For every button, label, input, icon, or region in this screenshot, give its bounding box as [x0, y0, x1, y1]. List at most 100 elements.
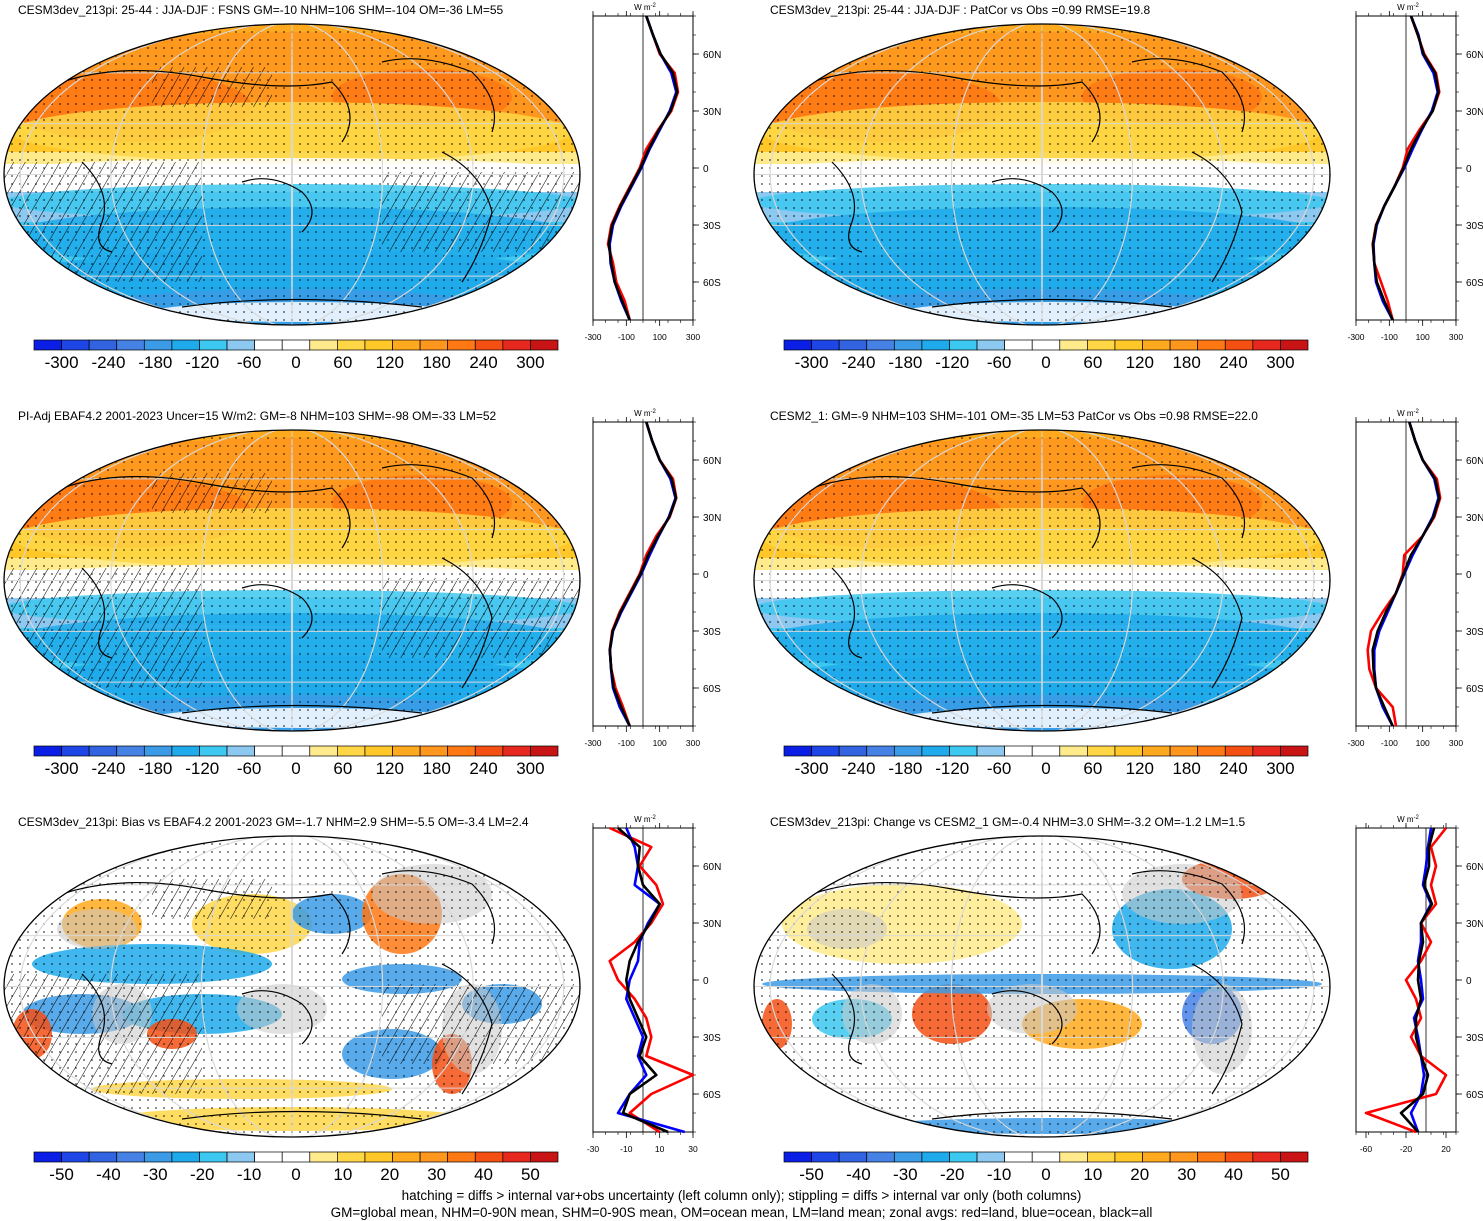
colorbar-swatch [976, 339, 1005, 351]
zonal-xtick-label: 300 [686, 332, 700, 342]
colorbar-label: -120 [185, 759, 219, 778]
colorbar-swatch [337, 745, 366, 757]
colorbar-swatch [1114, 745, 1143, 757]
zonal-xtick-label: 10 [655, 1144, 665, 1154]
colorbar-swatch [783, 339, 812, 351]
colorbar-label: -180 [888, 759, 922, 778]
colorbar-swatch [1197, 745, 1226, 757]
colorbar-label: 50 [521, 1165, 540, 1184]
colorbar-swatch [116, 745, 145, 757]
zonal-ytick-label: 0 [1466, 164, 1472, 175]
zonal-unit-label: W m-2 [1397, 409, 1419, 418]
colorbar-swatch [1280, 339, 1309, 351]
panel-p2: CESM3dev_213pi: 25-44 : JJA-DJF : PatCor… [748, 0, 1483, 400]
zonal-series-all [608, 421, 678, 727]
zonal-xtick-label: 300 [1449, 332, 1463, 342]
colorbar-swatch [1114, 1151, 1143, 1163]
zonal-ytick-label: 60N [703, 456, 721, 467]
colorbar-swatch [281, 745, 311, 757]
colorbar-swatch [1114, 339, 1143, 351]
map-plot [753, 835, 1331, 1138]
colorbar-swatch [364, 1151, 393, 1163]
colorbar-swatch [530, 339, 559, 351]
footer-line-2: GM=global mean, NHM=0-90N mean, SHM=0-90… [330, 1205, 1153, 1220]
colorbar-swatch [392, 745, 421, 757]
colorbar-label: -120 [935, 353, 969, 372]
zonal-ytick-label: 60S [703, 684, 721, 695]
zonal-series-land [608, 826, 695, 1134]
colorbar-swatch [838, 339, 868, 351]
colorbar-swatch [811, 745, 840, 757]
colorbar-container: -300 -240 -180 -120 -60 0 60 120 180 240 300 [2, 744, 562, 784]
map-container [752, 834, 1332, 1139]
colorbar-label: 240 [1219, 353, 1247, 372]
zonal-unit-label: W m-2 [1397, 3, 1419, 12]
colorbar-swatch [474, 1151, 504, 1163]
map-plot [3, 835, 581, 1138]
colorbar-swatch [1004, 339, 1033, 351]
colorbar-swatch [199, 1151, 228, 1163]
zonal-xtick-label: 300 [686, 738, 700, 748]
colorbar-swatch [866, 745, 895, 757]
map-container [752, 22, 1332, 327]
colorbar-swatch [254, 1151, 283, 1163]
zonal-xtick-label: 20 [1441, 1144, 1451, 1154]
colorbar-swatch [1169, 1151, 1199, 1163]
colorbar-label: 40 [1224, 1165, 1243, 1184]
colorbar-label: 30 [427, 1165, 446, 1184]
zonal-xtick-label: -300 [1347, 332, 1364, 342]
panel-title: CESM3dev_213pi: 25-44 : JJA-DJF : PatCor… [770, 3, 1151, 17]
colorbar-container: -300 -240 -180 -120 -60 0 60 120 180 240 300 [752, 338, 1312, 378]
colorbar-label: 50 [1271, 1165, 1290, 1184]
panel-title: CESM3dev_213pi: Bias vs EBAF4.2 2001-202… [18, 815, 529, 829]
colorbar-swatch [921, 339, 950, 351]
zonal-ytick-label: 30N [1466, 513, 1483, 524]
colorbar-swatch [838, 1151, 868, 1163]
zonal-xtick-label: 100 [653, 332, 667, 342]
colorbar-label: -60 [237, 353, 262, 372]
colorbar: -50 -40 -30 -20 -10 0 10 20 30 40 50 [33, 1151, 559, 1184]
colorbar-swatch [1252, 1151, 1281, 1163]
colorbar-swatch [33, 1151, 62, 1163]
colorbar-swatch [61, 1151, 90, 1163]
colorbar-swatch [949, 745, 978, 757]
colorbar-swatch [226, 1151, 255, 1163]
colorbar-label: 120 [376, 759, 404, 778]
colorbar-label: -30 [893, 1165, 918, 1184]
zonal-xtick-label: -100 [618, 738, 635, 748]
colorbar-label: 0 [1041, 759, 1050, 778]
colorbar-swatch [474, 339, 504, 351]
colorbar-swatch [419, 745, 449, 757]
colorbar-label: -10 [987, 1165, 1012, 1184]
zonal-xtick-label: 100 [653, 738, 667, 748]
zonal-ytick-label: 30S [1466, 1033, 1483, 1044]
colorbar-swatch [1059, 1151, 1088, 1163]
colorbar: -300 -240 -180 -120 -60 0 60 120 180 240 300 [783, 745, 1309, 778]
colorbar-label: 0 [291, 1165, 300, 1184]
zonal-ytick-label: 30N [703, 919, 721, 930]
colorbar-swatch [1280, 1151, 1309, 1163]
colorbar-label: 120 [1126, 353, 1154, 372]
colorbar-swatch [530, 745, 559, 757]
colorbar-label: -40 [96, 1165, 121, 1184]
colorbar-swatch [143, 745, 173, 757]
zonal-ytick-label: 60S [1466, 278, 1483, 289]
colorbar-label: 180 [1172, 353, 1200, 372]
panel-title: CESM3dev_213pi: 25-44 : JJA-DJF : FSNS G… [18, 3, 504, 17]
zonal-container: W m-2 -300 -100 100 300 60N 30N 0 30S 60S [1338, 2, 1483, 347]
panel-title: CESM2_1: GM=-9 NHM=103 SHM=-101 OM=-35 L… [770, 409, 1258, 423]
map-plot [753, 429, 1331, 732]
colorbar-swatch [364, 339, 393, 351]
colorbar-swatch [1197, 1151, 1226, 1163]
colorbar-container: -300 -240 -180 -120 -60 0 60 120 180 240 300 [2, 338, 562, 378]
panel-p5: CESM3dev_213pi: Bias vs EBAF4.2 2001-202… [0, 812, 735, 1212]
colorbar-swatch [88, 745, 118, 757]
colorbar-label: 0 [1041, 1165, 1050, 1184]
zonal-xtick-label: 30 [688, 1144, 698, 1154]
zonal-xtick-label: -300 [584, 332, 601, 342]
zonal-ytick-label: 30N [703, 513, 721, 524]
map-container [752, 428, 1332, 733]
colorbar-swatch [337, 1151, 366, 1163]
colorbar-swatch [171, 339, 200, 351]
zonal-xtick-label: -300 [1347, 738, 1364, 748]
